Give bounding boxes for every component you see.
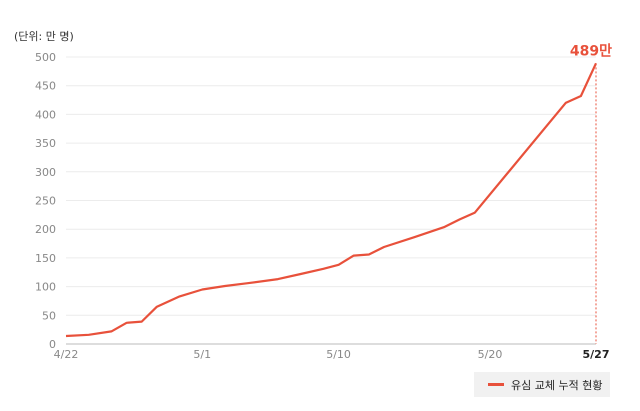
y-tick-label: 400 <box>35 108 56 121</box>
x-tick-label: 5/1 <box>193 348 211 361</box>
x-tick-label: 5/10 <box>326 348 351 361</box>
y-tick-label: 0 <box>49 338 56 351</box>
series-line <box>65 62 597 338</box>
y-tick-label: 150 <box>35 252 56 265</box>
y-tick-label: 500 <box>35 51 56 64</box>
y-tick-label: 100 <box>35 281 56 294</box>
y-tick-label: 300 <box>35 166 56 179</box>
x-tick-label: 4/22 <box>54 348 79 361</box>
legend: 유심 교체 누적 현황 <box>474 372 610 397</box>
x-tick-label: 5/27 <box>583 348 610 361</box>
legend-label: 유심 교체 누적 현황 <box>511 378 603 392</box>
y-tick-label: 250 <box>35 195 56 208</box>
end-value-label: 489만 <box>570 43 612 59</box>
x-axis-ticks: 4/22 5/1 5/10 5/20 5/27 <box>54 348 610 361</box>
y-tick-label: 350 <box>35 137 56 150</box>
unit-label: (단위: 만 명) <box>14 30 74 43</box>
y-axis-ticks: 0 50 100 150 200 250 300 350 400 450 500 <box>35 51 56 351</box>
y-tick-label: 450 <box>35 80 56 93</box>
grid-layer <box>66 56 596 316</box>
legend-swatch <box>488 383 504 386</box>
y-tick-label: 200 <box>35 223 56 236</box>
x-tick-label: 5/20 <box>478 348 503 361</box>
y-tick-label: 50 <box>42 309 56 322</box>
